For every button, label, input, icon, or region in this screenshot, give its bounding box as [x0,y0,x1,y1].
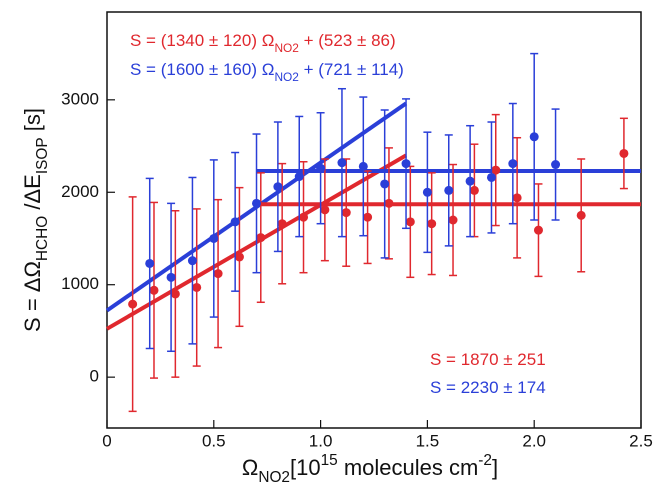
point [145,258,155,268]
y-axis-label-part: HCHO [34,216,51,261]
annotation-part: NO2 [274,41,299,55]
x-axis-label-part: molecules cm [338,455,479,480]
point [427,219,437,229]
annotation: S = (1600 ± 160) ΩNO2 + (721 ± 114) [130,60,404,84]
point [170,289,180,299]
point [187,256,197,266]
point [213,269,223,279]
x-axis-label-part: 15 [321,452,338,469]
point [299,212,309,222]
y-tick-label: 0 [90,367,99,386]
point [209,233,219,243]
y-tick-label: 1000 [61,274,99,293]
x-axis-label-part: [10 [290,455,321,480]
point [508,159,518,169]
point [533,225,543,235]
x-axis-label: ΩNO2[1015 molecules cm-2] [242,452,498,486]
plot-frame [106,11,642,429]
point [619,148,629,158]
point [448,215,458,225]
y-axis-label-part: ISOP [34,137,51,174]
y-axis-label-part: [s] [20,108,45,137]
point [337,158,347,168]
point [512,193,522,203]
point [320,205,330,215]
y-axis-label-part: S = ΔΩ [20,261,45,332]
annotation-part: NO2 [274,70,299,84]
point [128,299,138,309]
point [405,217,415,227]
point [401,159,411,169]
point [491,165,501,175]
x-tick-label: 0.5 [202,431,226,450]
point [384,198,394,208]
point [234,252,244,262]
x-tick-label: 1.0 [309,431,333,450]
y-tick-label: 3000 [61,89,99,108]
annotation-part: S = (1600 ± 160) Ω [130,60,274,79]
point [277,219,287,229]
point [444,185,454,195]
point [294,172,304,182]
point [358,161,368,171]
point [576,210,586,220]
x-axis-label-part: Ω [242,455,258,480]
point [256,233,266,243]
x-tick-label: 2.0 [522,431,546,450]
annotation-part: + (721 ± 114) [299,60,404,79]
y-axis-label: S = ΔΩHCHO /ΔEISOP [s] [20,108,51,332]
point [273,182,283,192]
annotation: S = (1340 ± 120) ΩNO2 + (523 ± 86) [130,31,396,55]
y-axis-label-part: /ΔE [20,174,45,216]
point [529,132,539,142]
annotation-part: + (523 ± 86) [299,31,396,50]
x-axis-label-part: -2 [478,452,492,469]
x-axis-label-part: ] [492,455,498,480]
point [166,272,176,282]
point [252,198,262,208]
x-tick-label: 2.5 [629,431,653,450]
point [192,282,202,292]
point [465,176,475,186]
point [551,160,561,170]
x-tick-label: 1.5 [416,431,440,450]
point [316,163,326,173]
y-tick-label: 2000 [61,182,99,201]
point [230,217,240,227]
point [341,208,351,218]
annotation-part: S = 1870 ± 251 [430,350,546,369]
annotation: S = 1870 ± 251 [430,350,546,369]
x-tick-label: 0 [102,431,111,450]
x-axis-label-part: NO2 [258,469,290,486]
point [380,179,390,189]
point [486,172,496,182]
point [149,285,159,295]
annotation-part: S = 2230 ± 174 [430,378,546,397]
annotation: S = 2230 ± 174 [430,378,546,397]
point [422,187,432,197]
annotation-part: S = (1340 ± 120) Ω [130,31,274,50]
point [363,212,373,222]
point [469,185,479,195]
